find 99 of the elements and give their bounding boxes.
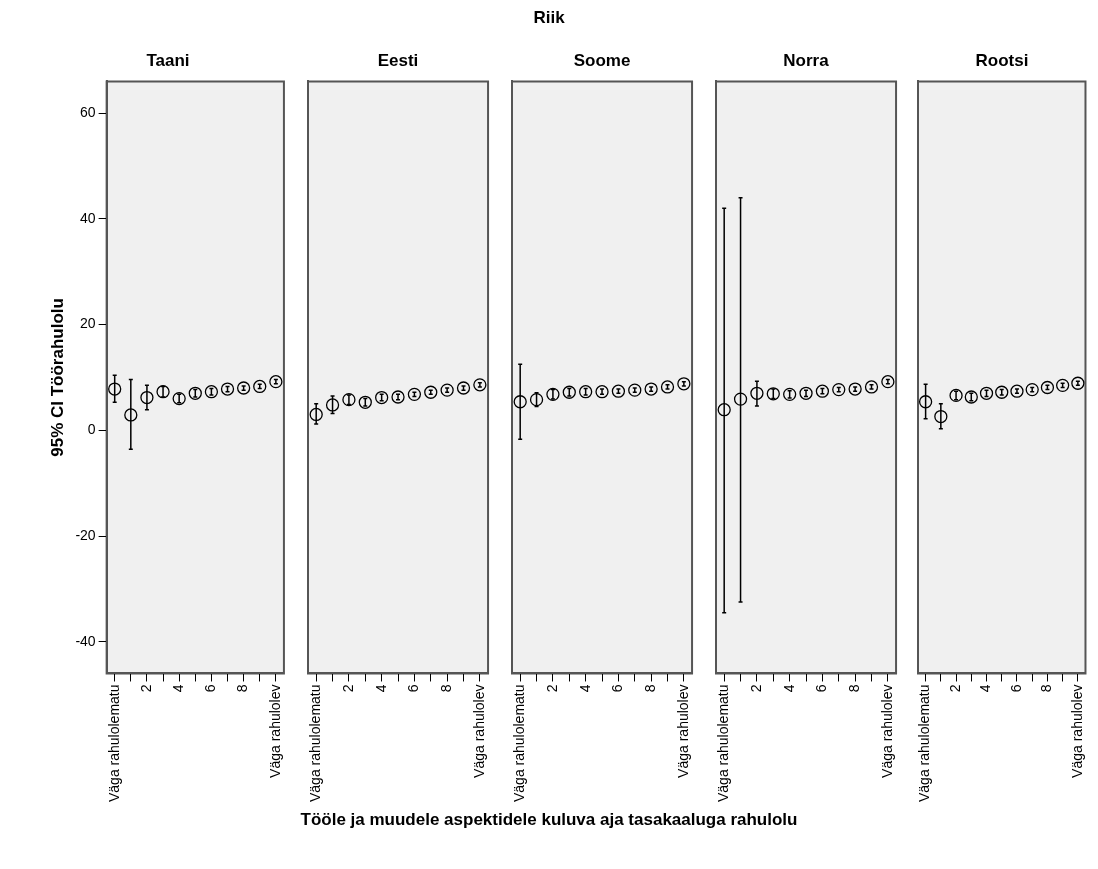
x-tick-label: 6: [405, 684, 422, 693]
x-tick-label: Väga rahulolev: [878, 684, 895, 778]
point: [881, 375, 895, 389]
x-tick-label: 8: [437, 684, 454, 693]
point: [628, 383, 642, 397]
point: [1055, 378, 1070, 393]
point: [156, 385, 170, 399]
point: [188, 386, 202, 400]
point: [108, 382, 122, 396]
chart-title: Norra: [783, 50, 830, 70]
point: [750, 386, 764, 400]
point: [529, 392, 544, 407]
point: [253, 379, 267, 394]
point: [546, 387, 560, 402]
x-tick-label: 2: [339, 684, 356, 693]
x-tick-label: 6: [1007, 684, 1024, 693]
x-tick-label: 2: [137, 684, 154, 693]
x-tick-label: 2: [946, 684, 963, 693]
point: [473, 378, 487, 392]
y-tick-label: 0: [87, 421, 96, 438]
x-tick-label: 4: [170, 684, 187, 693]
point: [220, 382, 235, 396]
y-tick-label: -40: [75, 632, 96, 649]
point: [342, 392, 356, 407]
chart-title: Rootsi: [975, 50, 1029, 70]
x-tick-label: Väga rahulolev: [674, 684, 691, 778]
point: [440, 383, 454, 397]
x-tick-label: 8: [234, 684, 251, 693]
point: [611, 384, 626, 398]
point: [660, 380, 675, 394]
point: [1071, 376, 1085, 390]
point: [407, 387, 422, 402]
point: [513, 395, 527, 409]
point: [717, 403, 731, 417]
y-tick-label: -20: [75, 526, 96, 543]
point: [124, 408, 138, 422]
x-tick-label: Väga rahulolematu: [307, 684, 324, 803]
point: [562, 385, 576, 399]
point: [140, 390, 154, 405]
point: [172, 391, 186, 406]
x-tick-label: 4: [576, 684, 593, 693]
point: [848, 382, 862, 396]
x-tick-label: Väga rahulolematu: [715, 684, 732, 803]
x-tick-label: 6: [813, 684, 830, 693]
y-axis-title: 95% CI Töörahulolu: [47, 298, 67, 457]
y-tick-label: 40: [80, 209, 96, 226]
point: [236, 381, 251, 395]
y-tick-label: 20: [80, 315, 96, 332]
x-tick-label: Väga rahulolematu: [916, 684, 933, 803]
point: [918, 395, 933, 409]
point: [309, 407, 323, 422]
point: [949, 388, 963, 403]
x-tick-label: 4: [780, 684, 797, 693]
x-tick-label: 2: [747, 684, 764, 693]
text: Riik: [532, 8, 566, 28]
y-tick-label: 60: [80, 103, 96, 120]
point: [204, 385, 219, 399]
x-tick-label: 8: [845, 684, 862, 693]
x-tick-label: 4: [372, 684, 389, 693]
point: [1040, 380, 1055, 395]
x-tick-label: Väga rahulolev: [470, 684, 487, 778]
point: [934, 409, 948, 424]
chart-title: Eesti: [377, 50, 419, 70]
point: [1025, 382, 1039, 397]
point: [815, 384, 830, 398]
point: [733, 392, 748, 406]
point: [391, 390, 405, 404]
point: [677, 377, 691, 391]
point: [964, 390, 978, 404]
point: [644, 382, 658, 396]
x-tick-label: 8: [641, 684, 658, 693]
x-tick-label: 8: [1038, 684, 1055, 693]
point: [456, 381, 471, 395]
point: [595, 385, 609, 399]
point: [864, 380, 879, 394]
chart-title: Taani: [146, 50, 190, 70]
point: [579, 385, 593, 399]
point: [995, 385, 1009, 399]
point: [375, 390, 389, 405]
point: [358, 395, 372, 409]
point: [799, 386, 813, 400]
point: [766, 387, 780, 401]
x-tick-label: 2: [543, 684, 560, 693]
x-tick-label: Väga rahulolematu: [105, 684, 122, 803]
x-tick-label: Väga rahulolev: [266, 684, 283, 778]
chart-title: Soome: [573, 50, 631, 70]
point: [1010, 384, 1024, 398]
point: [424, 385, 438, 399]
point: [269, 375, 283, 389]
x-tick-label: 6: [202, 684, 219, 693]
x-tick-label: 4: [977, 684, 994, 693]
x-axis-title: Tööle ja muudele aspektidele kuluva aja tasakaaluga rahulolu: [299, 810, 799, 830]
point: [325, 398, 340, 412]
x-tick-label: Väga rahulolev: [1068, 684, 1085, 778]
point: [979, 386, 994, 400]
x-tick-label: 6: [609, 684, 626, 693]
point: [783, 387, 797, 402]
point: [832, 382, 846, 397]
x-tick-label: Väga rahulolematu: [511, 684, 528, 803]
